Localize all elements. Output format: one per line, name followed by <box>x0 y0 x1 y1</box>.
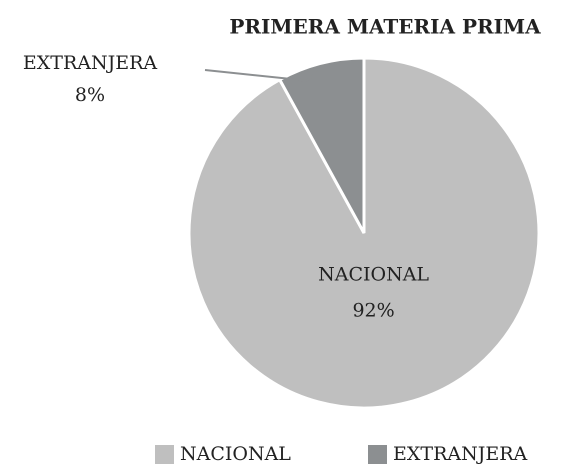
legend-swatch <box>368 445 387 464</box>
slice-value-label: 8% <box>75 84 105 106</box>
legend-label: NACIONAL <box>180 443 291 464</box>
leader-line <box>204 67 323 82</box>
pie-slice <box>277 56 366 234</box>
slice-value-label: 92% <box>352 299 394 321</box>
slice-label: EXTRANJERA <box>23 52 158 74</box>
chart-title: PRIMERA MATERIA PRIMA <box>229 15 541 39</box>
legend-label: EXTRANJERA <box>393 443 528 464</box>
slice-label: NACIONAL <box>318 263 429 285</box>
legend-swatch <box>155 445 174 464</box>
